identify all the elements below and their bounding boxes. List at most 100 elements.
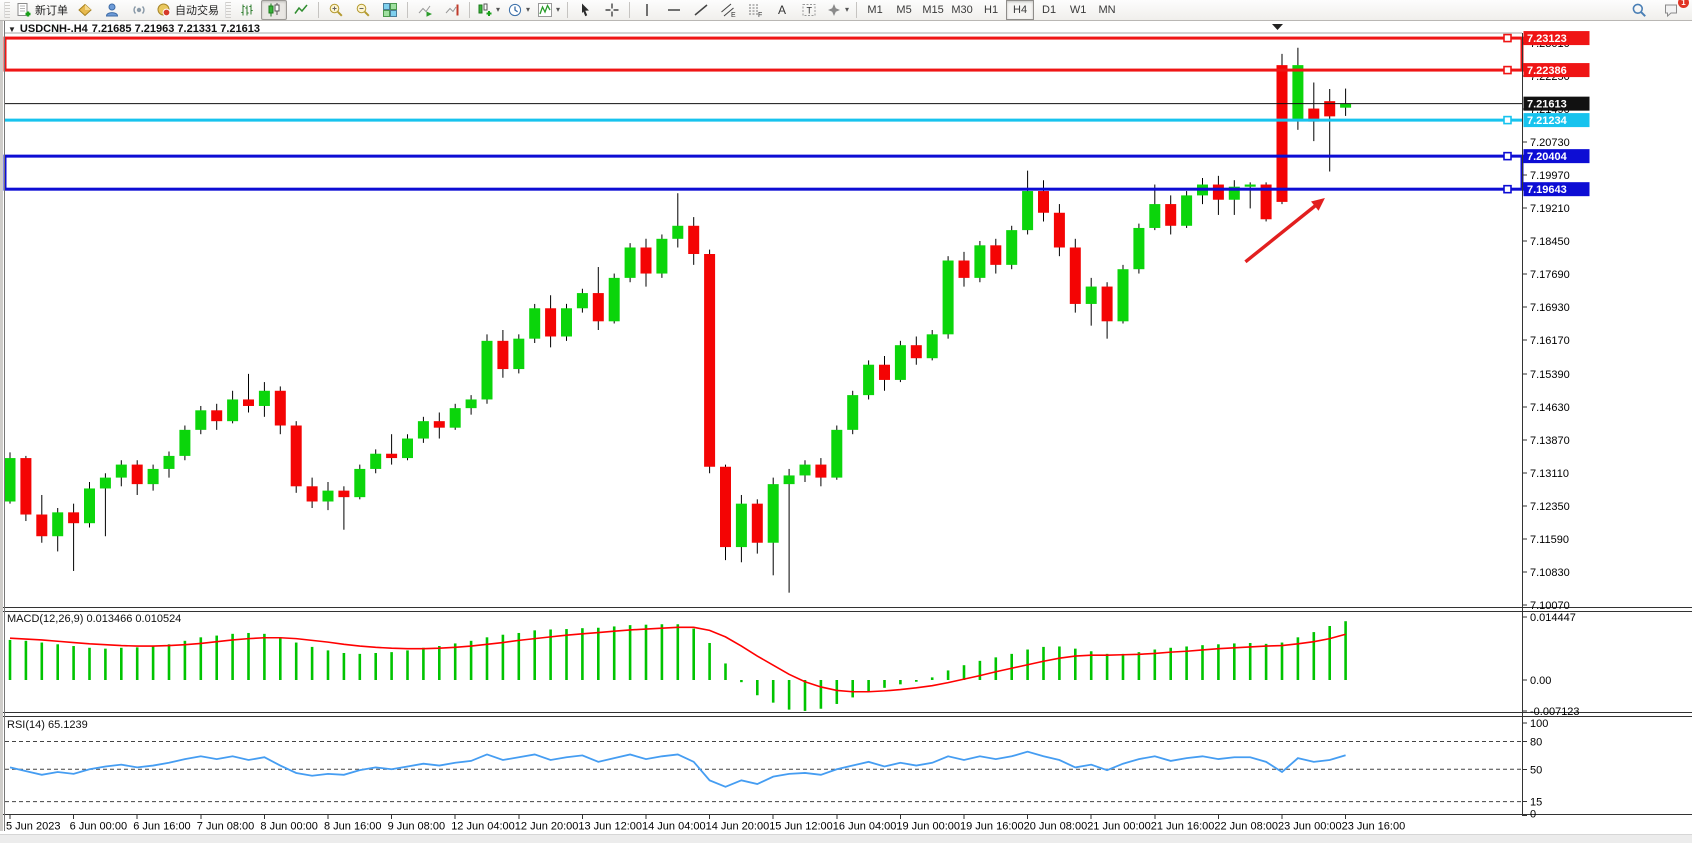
notifications-button[interactable]: 1 (1658, 0, 1689, 20)
timeframe-D1[interactable]: D1 (1042, 4, 1057, 16)
profile-button[interactable] (99, 0, 125, 20)
candle (147, 468, 159, 485)
line-chart-icon (293, 2, 309, 18)
candle (290, 425, 302, 487)
price-tick-label: 7.18450 (1530, 236, 1570, 248)
indicators-button[interactable]: ▾ (534, 0, 563, 20)
candle (1006, 230, 1018, 265)
zoom-in-button[interactable] (323, 0, 349, 20)
toolbar-grip[interactable] (4, 2, 10, 18)
timeframe-M15[interactable]: M15 (922, 4, 944, 16)
price-badge-label: 7.21613 (1527, 99, 1567, 111)
candle (274, 390, 286, 426)
chart-title-bar[interactable]: ▼ USDCNH-.H4 7.21685 7.21963 7.21331 7.2… (8, 23, 260, 35)
autotrading-button[interactable]: 自动交易 (153, 0, 222, 20)
search-button[interactable] (1626, 0, 1652, 20)
candle (20, 458, 32, 515)
svg-text:T: T (807, 6, 813, 16)
fibonacci-button[interactable]: F (742, 0, 768, 20)
cursor-button[interactable] (572, 0, 598, 20)
red-arrow[interactable] (1244, 201, 1320, 264)
candle (513, 338, 525, 370)
new-chart-button[interactable]: ▾ (474, 0, 503, 20)
timeframe-MN[interactable]: MN (1098, 4, 1116, 16)
text-tool-button[interactable]: A (769, 0, 795, 20)
toolbar-grip[interactable] (225, 2, 231, 18)
vertical-line-button[interactable] (634, 0, 660, 20)
candle (306, 486, 318, 502)
market-watch-button[interactable] (72, 0, 98, 20)
support-zone-handle[interactable] (1503, 151, 1512, 161)
candle (751, 503, 763, 543)
clock-icon (507, 2, 523, 18)
cyan-line-handle[interactable] (1503, 115, 1512, 125)
candle (1117, 269, 1129, 322)
date-tick-label: 6 Jun 16:00 (133, 821, 191, 833)
toolbar-separator (567, 2, 569, 18)
toolbar-separator (629, 2, 631, 18)
collapse-icon[interactable]: ▼ (8, 24, 16, 34)
timeframe-W1[interactable]: W1 (1069, 4, 1087, 16)
toolbar-separator (318, 2, 319, 18)
timeframe-M30[interactable]: M30 (951, 4, 973, 16)
periods-button[interactable]: ▾ (504, 0, 533, 20)
candlestick-icon (266, 2, 282, 18)
candle (465, 399, 477, 409)
candle (195, 410, 207, 430)
candle (958, 260, 970, 278)
candle (545, 308, 557, 337)
resistance-zone-handle[interactable] (1503, 33, 1512, 43)
auto-scroll-button[interactable] (412, 0, 438, 20)
chart-ohlc-values: 7.21685 7.21963 7.21331 7.21613 (91, 23, 260, 35)
candle (36, 514, 48, 537)
candlestick-chart[interactable]: 7.230107.222507.214907.207307.199707.192… (0, 21, 1692, 843)
resistance-zone-handle[interactable] (1503, 65, 1512, 75)
price-tick-label: 7.13110 (1530, 468, 1569, 480)
date-tick-label: 8 Jun 16:00 (324, 821, 382, 833)
macd-axis-label: -0.007123 (1530, 706, 1580, 718)
tile-windows-button[interactable] (377, 0, 403, 20)
date-tick-label: 7 Jun 08:00 (197, 821, 255, 833)
broadcast-icon (131, 2, 147, 18)
crosshair-button[interactable] (599, 0, 625, 20)
price-badge (1523, 31, 1590, 46)
timeframe-M5[interactable]: M5 (896, 4, 912, 16)
chart-shift-button[interactable] (439, 0, 465, 20)
chart-shift-icon (444, 2, 460, 18)
date-tick-label: 19 Jun 00:00 (896, 821, 960, 833)
bar-chart-button[interactable] (234, 0, 260, 20)
crosshair-icon (604, 2, 620, 18)
new-order-label: 新订单 (35, 5, 68, 17)
rsi-axis-label: 50 (1530, 764, 1542, 776)
date-tick-label: 12 Jun 20:00 (515, 821, 579, 833)
signals-button[interactable] (126, 0, 152, 20)
candlestick-chart-button[interactable] (261, 0, 287, 20)
chevron-down-icon: ▾ (496, 5, 501, 14)
macd-signal-line (9, 626, 1346, 693)
zoom-out-button[interactable] (350, 0, 376, 20)
candle (354, 468, 366, 498)
candle (84, 488, 95, 524)
new-order-button[interactable]: 新订单 (13, 0, 71, 20)
bar-chart-icon (239, 2, 255, 18)
line-chart-button[interactable] (288, 0, 314, 20)
candle (163, 455, 175, 469)
timeframe-M1[interactable]: M1 (867, 4, 883, 16)
red-arrow-head[interactable] (1311, 197, 1325, 211)
trendline-button[interactable] (688, 0, 714, 20)
chevron-down-icon: ▾ (845, 5, 850, 14)
timeframe-H1[interactable]: H1 (984, 4, 999, 16)
chart-shift-marker[interactable] (1272, 24, 1283, 30)
date-tick-label: 23 Jun 00:00 (1278, 821, 1342, 833)
text-label-button[interactable]: T (796, 0, 822, 20)
arrows-tool-button[interactable]: ▾ (823, 0, 852, 20)
candle (322, 490, 334, 502)
candle (1181, 195, 1193, 226)
toolbar-separator (856, 2, 858, 18)
support-zone-handle[interactable] (1503, 184, 1512, 194)
horizontal-line-button[interactable] (661, 0, 687, 20)
candle (561, 308, 572, 337)
timeframe-H4[interactable]: H4 (1006, 0, 1035, 20)
equidistant-channel-button[interactable]: E (715, 0, 741, 20)
support-zone[interactable] (3, 154, 1524, 191)
